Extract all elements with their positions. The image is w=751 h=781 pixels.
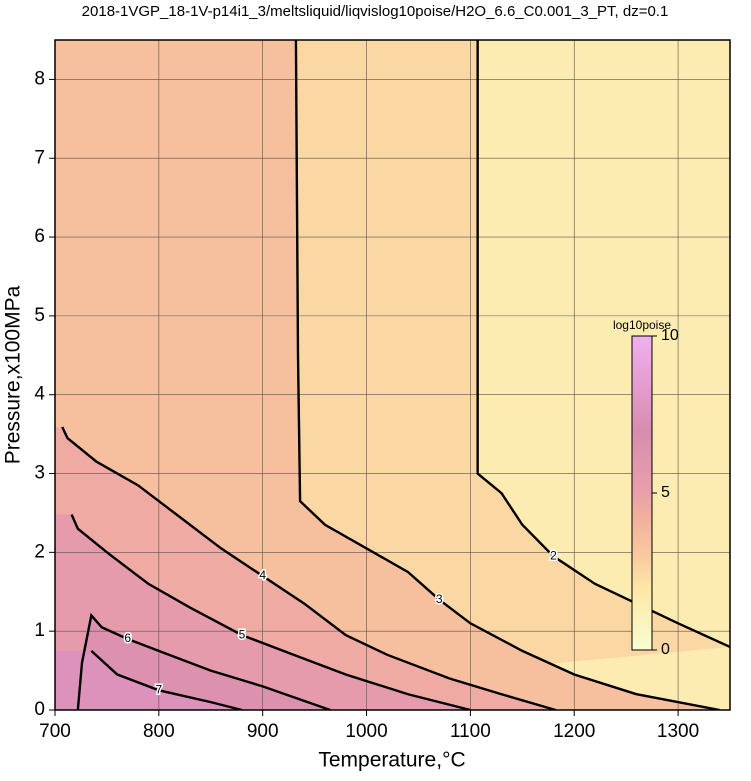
- x-tick-label: 800: [143, 721, 175, 742]
- contour-fill: [55, 650, 242, 710]
- contour-fill: [55, 40, 720, 710]
- y-tick-label: 0: [34, 699, 45, 720]
- contour-label: 2: [550, 548, 557, 562]
- colorbar-tick-label: 0: [661, 641, 670, 658]
- contour-line: [76, 612, 331, 710]
- y-tick-label: 3: [34, 463, 45, 484]
- contour-label: 3: [436, 592, 443, 606]
- contour-line: [70, 514, 471, 710]
- plot-area: 2 3 4 5 6 7: [55, 40, 730, 710]
- contour-line: [476, 40, 730, 649]
- colorbar: [631, 335, 653, 651]
- colorbar-label: log10poise: [613, 318, 671, 332]
- contour-label: 6: [124, 631, 131, 645]
- y-tick-label: 6: [34, 226, 45, 247]
- chart-title: 2018-1VGP_18-1V-p14i1_3/meltsliquid/liqv…: [82, 3, 669, 20]
- x-tick-label: 1100: [450, 721, 491, 742]
- x-tick-label: 1300: [657, 721, 699, 742]
- x-tick-label: 1200: [553, 721, 595, 742]
- contour-label: 4: [259, 568, 266, 582]
- y-tick-label: 2: [34, 541, 45, 562]
- colorbar-tick-label: 5: [661, 484, 670, 501]
- colorbar-tick-label: 10: [661, 327, 679, 344]
- contour-line: [61, 426, 556, 710]
- y-tick-label: 5: [34, 305, 45, 326]
- x-tick-label: 900: [247, 721, 279, 742]
- y-tick-label: 4: [34, 384, 45, 405]
- contour-line: [294, 40, 720, 710]
- y-tick-label: 8: [34, 68, 45, 89]
- y-tick-label: 7: [34, 147, 45, 168]
- x-axis-label: Temperature,°C: [318, 749, 465, 772]
- x-tick-label: 1000: [345, 721, 387, 742]
- contour-label: 5: [239, 627, 246, 641]
- contour-label: 7: [156, 682, 163, 696]
- contour-line: [90, 649, 243, 710]
- y-tick-label: 1: [34, 620, 45, 641]
- x-tick-label: 700: [39, 721, 71, 742]
- plot-frame: [54, 39, 731, 711]
- y-axis-label: Pressure,x100MPa: [2, 285, 25, 464]
